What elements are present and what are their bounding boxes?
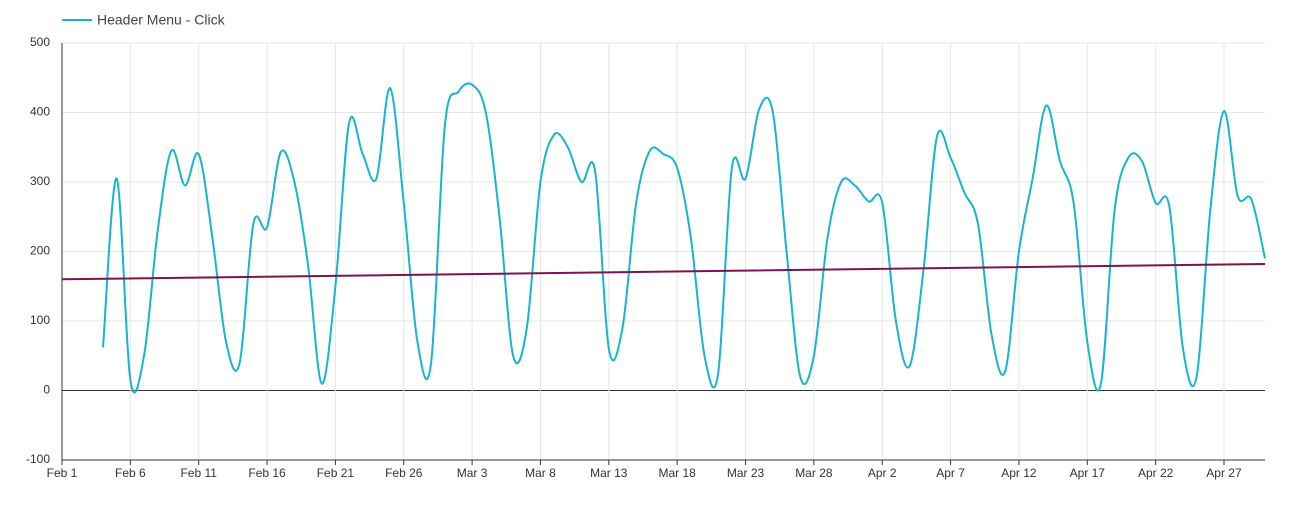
y-tick-label: 300	[30, 174, 50, 188]
x-tick-label: Mar 8	[525, 466, 556, 480]
x-tick-label: Mar 13	[590, 466, 628, 480]
x-tick-label: Feb 6	[115, 466, 146, 480]
x-tick-label: Mar 3	[457, 466, 488, 480]
x-tick-label: Apr 27	[1206, 466, 1242, 480]
y-tick-label: -100	[26, 452, 50, 466]
x-tick-label: Apr 22	[1138, 466, 1174, 480]
x-tick-label: Apr 12	[1001, 466, 1037, 480]
x-tick-label: Feb 1	[47, 466, 78, 480]
x-tick-label: Feb 11	[180, 466, 217, 480]
x-tick-label: Apr 17	[1070, 466, 1106, 480]
x-tick-label: Apr 2	[868, 466, 897, 480]
series-line	[102, 82, 1266, 394]
x-tick-label: Feb 21	[317, 466, 355, 480]
x-tick-label: Feb 26	[385, 466, 423, 480]
y-tick-label: 100	[30, 313, 50, 327]
y-tick-label: 400	[30, 105, 50, 119]
x-tick-label: Mar 18	[658, 466, 696, 480]
x-tick-label: Apr 7	[936, 466, 965, 480]
x-tick-label: Mar 23	[727, 466, 765, 480]
legend-label: Header Menu - Click	[97, 12, 226, 28]
series-line	[61, 263, 1266, 281]
y-tick-label: 500	[30, 35, 50, 49]
x-tick-label: Feb 16	[248, 466, 286, 480]
x-tick-label: Mar 28	[795, 466, 833, 480]
legend: Header Menu - Click	[62, 12, 226, 28]
y-tick-label: 200	[30, 244, 50, 258]
y-tick-label: 0	[43, 383, 50, 397]
